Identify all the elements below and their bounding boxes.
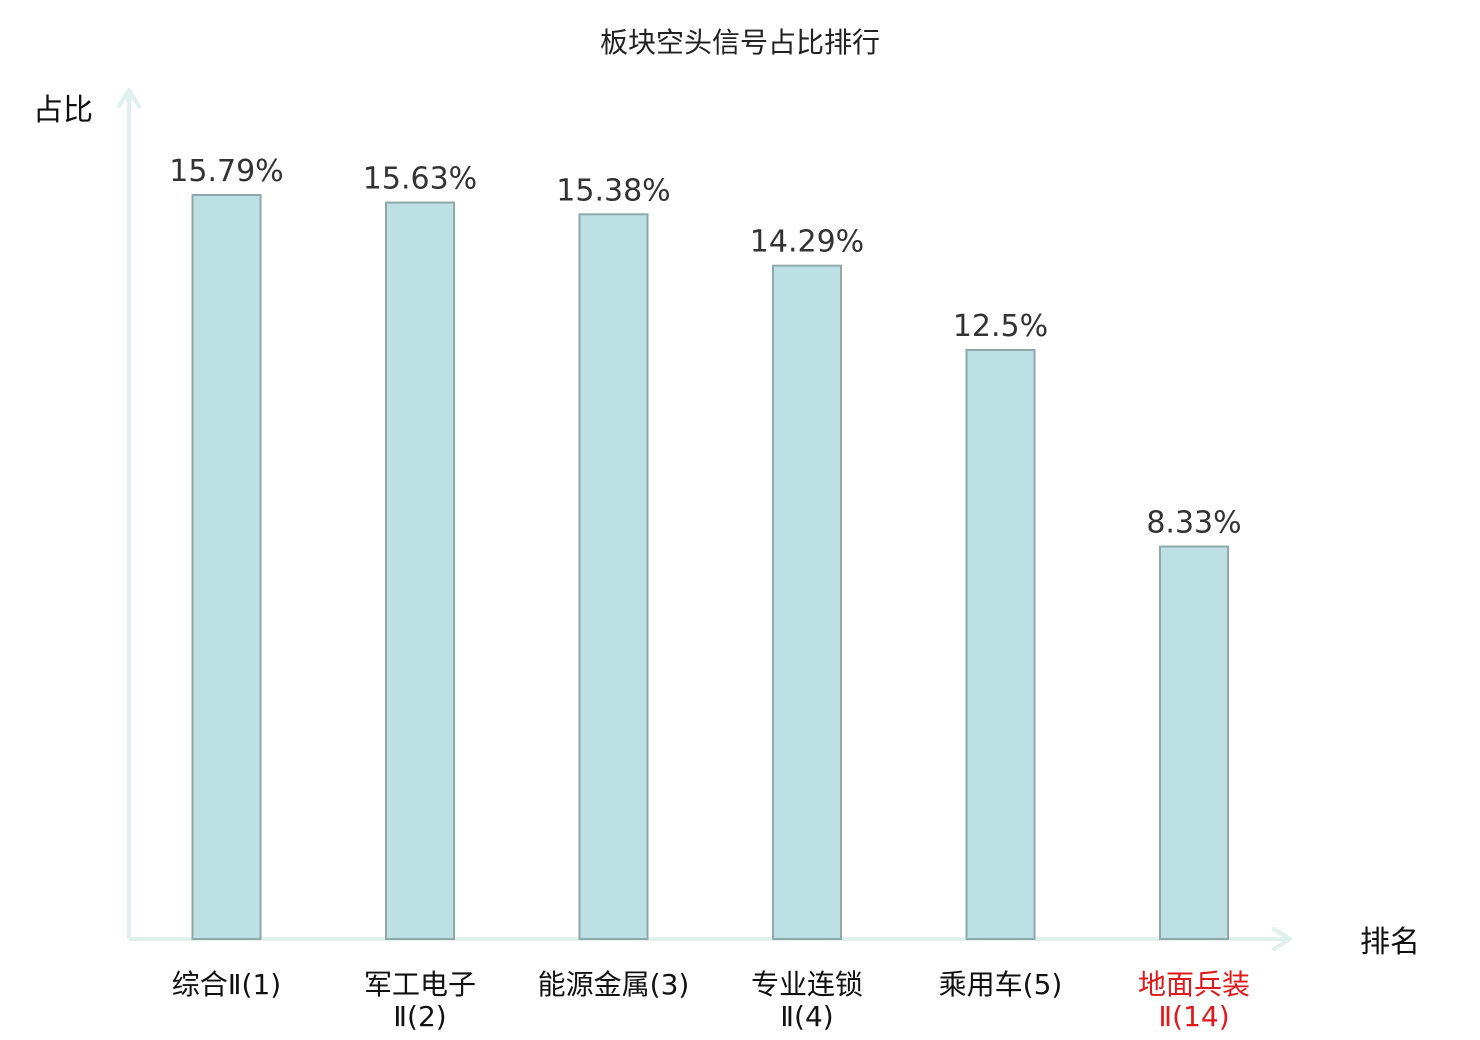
- x-tick-label: 乘用车(5): [939, 968, 1063, 1001]
- value-labels-group: 15.79% 15.63% 15.38% 14.29% 12.5% 8.33%: [169, 154, 1241, 541]
- y-axis-label: 占比: [33, 93, 93, 128]
- chart-title: 板块空头信号占比排行: [600, 26, 880, 59]
- x-tick-label: 地面兵装: [1138, 968, 1250, 1001]
- x-axis-label: 排名: [1360, 925, 1420, 960]
- bar: [965, 349, 1036, 940]
- bar: [1159, 545, 1229, 940]
- x-tick-label: 能源金属(3): [538, 968, 690, 1001]
- y-axis-arrow: [117, 88, 141, 108]
- bar-value-label: 15.38%: [556, 173, 670, 208]
- x-tick-label: 专业连锁: [751, 968, 863, 1001]
- bar-value-label: 15.63%: [363, 162, 477, 197]
- bar: [578, 213, 649, 941]
- bar: [385, 201, 455, 941]
- bar: [772, 264, 842, 940]
- bars-group: [191, 194, 1229, 941]
- bar-value-label: 12.5%: [953, 309, 1048, 344]
- x-tick-label: Ⅱ(4): [780, 1000, 833, 1033]
- x-axis-arrow: [1272, 927, 1292, 951]
- x-tick-label: 军工电子: [364, 968, 476, 1001]
- bar-value-label: 15.79%: [169, 154, 283, 189]
- bar-value-label: 14.29%: [750, 225, 864, 260]
- axes: [117, 88, 1292, 951]
- x-tick-label: Ⅱ(2): [393, 1000, 446, 1033]
- x-tick-label: 综合Ⅱ(1): [172, 968, 281, 1001]
- bar: [191, 194, 262, 940]
- bar-value-label: 8.33%: [1146, 506, 1241, 541]
- x-tick-label: Ⅱ(14): [1158, 1000, 1229, 1033]
